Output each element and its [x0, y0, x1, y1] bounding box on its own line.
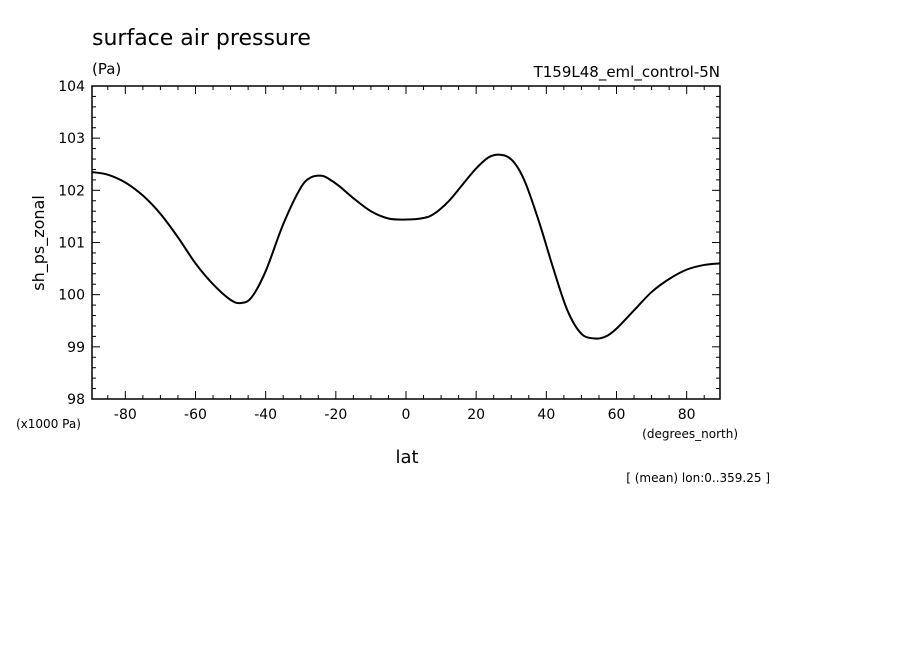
x-tick-label: -60 — [184, 407, 207, 423]
units-label: (Pa) — [92, 60, 121, 78]
y-tick-label: 101 — [58, 236, 85, 252]
x-axis-label: lat — [395, 447, 418, 468]
y-scale-note: (x1000 Pa) — [16, 417, 81, 431]
x-units-label: (degrees_north) — [642, 427, 738, 441]
x-tick-label: -80 — [114, 407, 137, 423]
x-tick-label: -20 — [324, 407, 347, 423]
plot-frame — [91, 85, 721, 400]
dataset-label: T159L48_eml_control-5N — [533, 63, 720, 82]
y-tick-labels: 98 99 100 101 102 103 104 — [58, 79, 85, 408]
y-tick-label: 100 — [58, 288, 85, 304]
footnote: [ (mean) lon:0..359.25 ] — [626, 471, 770, 485]
y-tick-label: 103 — [58, 131, 85, 147]
axis-ticks — [92, 85, 720, 400]
y-tick-label: 99 — [67, 340, 85, 356]
y-tick-label: 98 — [67, 392, 85, 408]
x-tick-label: -40 — [254, 407, 277, 423]
series-line — [91, 153, 721, 340]
x-tick-label: 60 — [608, 407, 626, 423]
x-tick-labels: -80 -60 -40 -20 0 20 40 60 80 — [114, 407, 696, 423]
y-axis-label: sh_ps_zonal — [29, 195, 49, 291]
y-tick-label: 102 — [58, 183, 85, 199]
x-tick-label: 80 — [678, 407, 696, 423]
x-tick-label: 0 — [402, 407, 411, 423]
x-tick-label: 20 — [467, 407, 485, 423]
chart-title: surface air pressure — [92, 26, 311, 51]
y-tick-label: 104 — [58, 79, 85, 95]
x-tick-label: 40 — [537, 407, 555, 423]
